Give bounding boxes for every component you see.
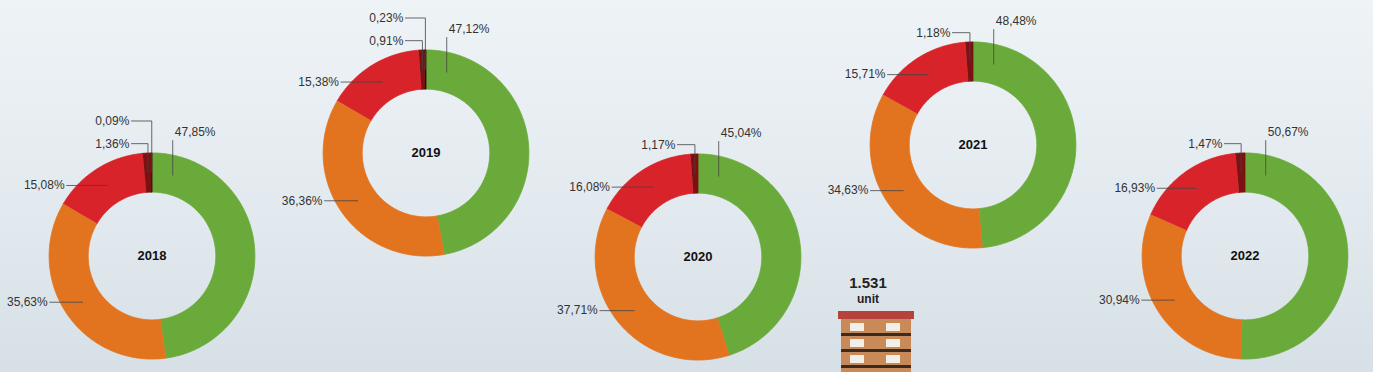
html-text:1.531: 1.531 — [849, 274, 887, 291]
svg-text:50,67%: 50,67% — [1268, 125, 1309, 139]
svg-text:37,71%: 37,71% — [557, 303, 598, 317]
svg-text:1,47%: 1,47% — [1189, 136, 1223, 150]
svg-text:47,12%: 47,12% — [449, 22, 490, 36]
svg-text:30,94%: 30,94% — [1099, 293, 1140, 307]
svg-text:16,08%: 16,08% — [570, 180, 611, 194]
svg-text:36,36%: 36,36% — [282, 193, 323, 207]
svg-text:15,38%: 15,38% — [299, 74, 340, 88]
svg-text:48,48%: 48,48% — [996, 14, 1037, 28]
svg-text:2020: 2020 — [684, 249, 713, 264]
svg-text:45,04%: 45,04% — [721, 126, 762, 140]
svg-text:2022: 2022 — [1231, 248, 1260, 263]
html-text:unit: unit — [857, 292, 879, 306]
svg-text:2021: 2021 — [959, 137, 988, 152]
svg-text:34,63%: 34,63% — [828, 183, 869, 197]
svg-text:0,09%: 0,09% — [96, 113, 130, 127]
svg-text:47,85%: 47,85% — [175, 125, 216, 139]
svg-text:1,18%: 1,18% — [917, 25, 951, 39]
svg-text:15,08%: 15,08% — [24, 178, 65, 192]
svg-text:0,23%: 0,23% — [370, 10, 404, 24]
svg-text:0,91%: 0,91% — [370, 33, 404, 47]
svg-text:35,63%: 35,63% — [7, 295, 48, 309]
svg-text:1,17%: 1,17% — [642, 137, 676, 151]
svg-text:15,71%: 15,71% — [845, 67, 886, 81]
svg-text:2019: 2019 — [412, 145, 441, 160]
svg-text:1,36%: 1,36% — [96, 136, 130, 150]
svg-text:16,93%: 16,93% — [1115, 181, 1156, 195]
svg-text:2018: 2018 — [138, 248, 167, 263]
